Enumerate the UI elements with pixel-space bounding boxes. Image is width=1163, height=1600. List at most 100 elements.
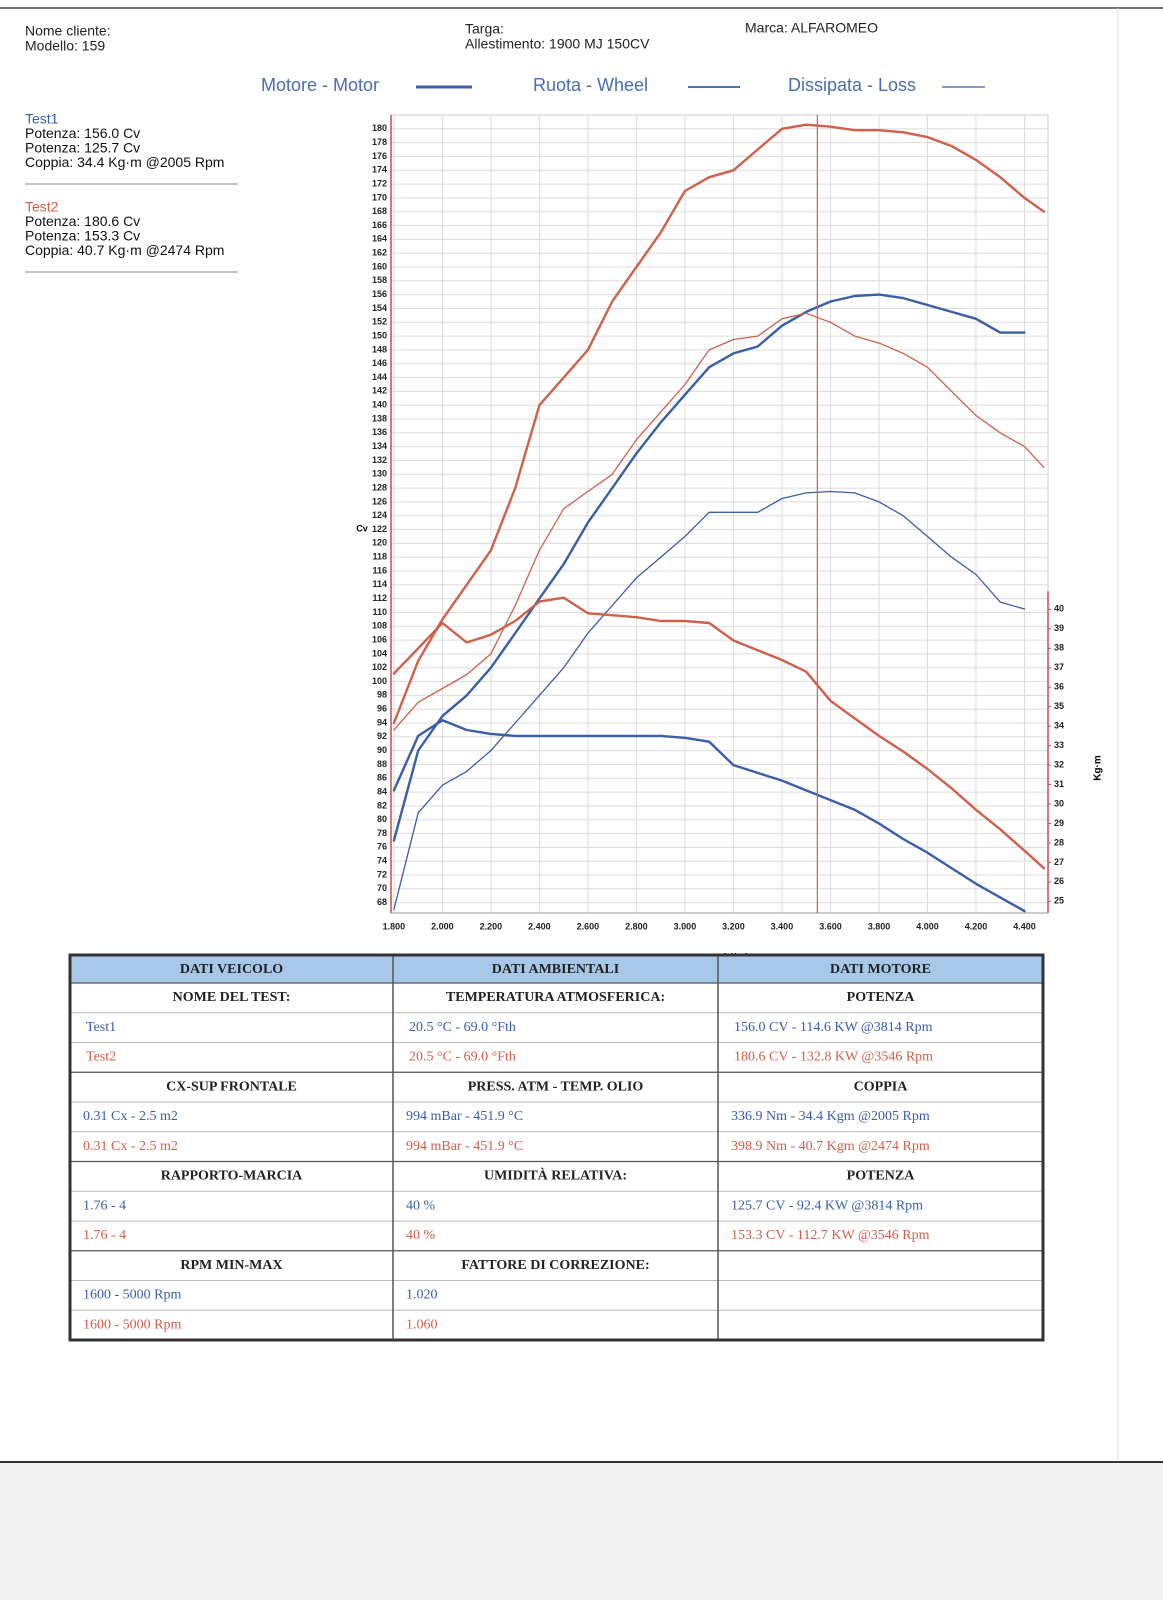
x-tick-label: 4.200 <box>965 921 988 931</box>
y-tick-label: 72 <box>377 869 387 879</box>
x-tick-label: 2.600 <box>577 921 600 931</box>
client-label: Nome cliente: <box>25 23 111 39</box>
curve <box>393 312 1045 731</box>
y2-tick-label: 39 <box>1054 623 1064 633</box>
curve <box>392 293 1026 842</box>
table-cell: 40 % <box>406 1198 436 1213</box>
table-cell: 1.060 <box>406 1317 438 1332</box>
test-summary: Potenza: 125.7 Cv <box>25 140 140 156</box>
y2-tick-label: 29 <box>1054 818 1064 828</box>
y2-tick-label: 26 <box>1054 876 1064 886</box>
x-tick-label: 3.200 <box>722 921 745 931</box>
y-tick-label: 168 <box>372 206 387 216</box>
y-tick-label: 100 <box>372 676 387 686</box>
model: Modello: 159 <box>25 38 105 54</box>
test-summary: Potenza: 180.6 Cv <box>25 213 140 229</box>
test-summary: Coppia: 40.7 Kg·m @2474 Rpm <box>25 242 224 258</box>
curve <box>393 490 1026 911</box>
x-tick-label: 4.400 <box>1013 921 1036 931</box>
y-tick-label: 88 <box>377 759 387 769</box>
table-cell: 398.9 Nm - 40.7 Kgm @2474 Rpm <box>731 1139 930 1154</box>
table-cell: Test1 <box>86 1020 116 1035</box>
y-tick-label: 68 <box>377 897 387 907</box>
y-tick-label: 148 <box>372 344 387 354</box>
y-tick-label: 134 <box>372 441 387 451</box>
y2-tick-label: 33 <box>1054 740 1064 750</box>
y-tick-label: 124 <box>372 510 387 520</box>
section-header: FATTORE DI CORREZIONE: <box>461 1258 649 1273</box>
x-tick-label: 2.000 <box>431 921 454 931</box>
y-tick-label: 122 <box>372 524 387 534</box>
section-header: RAPPORTO-MARCIA <box>161 1169 303 1184</box>
legend-label: Ruota - Wheel <box>533 75 648 95</box>
y-tick-label: 86 <box>377 773 387 783</box>
section-header: TEMPERATURA ATMOSFERICA: <box>446 990 665 1005</box>
y-tick-label: 160 <box>372 261 387 271</box>
y-tick-label: 96 <box>377 704 387 714</box>
y-tick-label: 136 <box>372 427 387 437</box>
x-tick-label: 3.600 <box>819 921 842 931</box>
y-tick-label: 154 <box>372 303 387 313</box>
x-tick-label: 3.000 <box>674 921 697 931</box>
table-cell: 994 mBar - 451.9 °C <box>406 1139 523 1154</box>
y-tick-label: 94 <box>377 717 387 727</box>
y-tick-label: 128 <box>372 482 387 492</box>
table-header: DATI VEICOLO <box>180 962 283 977</box>
y-tick-label: 132 <box>372 455 387 465</box>
y-tick-label: 164 <box>372 234 387 244</box>
y-tick-label: 176 <box>372 151 387 161</box>
table-cell: 156.0 CV - 114.6 KW @3814 Rpm <box>734 1020 933 1035</box>
y-tick-label: 82 <box>377 800 387 810</box>
y-tick-label: 126 <box>372 496 387 506</box>
y-tick-label: 106 <box>372 634 387 644</box>
table-cell: 153.3 CV - 112.7 KW @3546 Rpm <box>731 1228 930 1243</box>
table-cell: 125.7 CV - 92.4 KW @3814 Rpm <box>731 1198 923 1213</box>
table-cell: 20.5 °C - 69.0 °Fth <box>409 1020 516 1035</box>
y2-axis-label: Kg·m <box>1093 755 1104 781</box>
section-header: CX-SUP FRONTALE <box>166 1079 297 1094</box>
y-tick-label: 152 <box>372 317 387 327</box>
section-header: POTENZA <box>847 990 916 1005</box>
y-tick-label: 70 <box>377 883 387 893</box>
y-tick-label: 102 <box>372 662 387 672</box>
y-tick-label: 138 <box>372 413 387 423</box>
y2-tick-label: 34 <box>1054 721 1064 731</box>
test-name: Test1 <box>25 111 59 127</box>
x-tick-label: 3.400 <box>771 921 794 931</box>
y-tick-label: 118 <box>372 552 387 562</box>
table-header: DATI MOTORE <box>830 962 931 977</box>
y2-tick-label: 38 <box>1054 643 1064 653</box>
section-header: COPPIA <box>854 1079 909 1094</box>
section-header: NOME DEL TEST: <box>173 990 291 1005</box>
y-tick-label: 98 <box>377 690 387 700</box>
y-tick-label: 84 <box>377 786 387 796</box>
y-axis-label: Cv <box>356 523 368 533</box>
section-header: POTENZA <box>847 1169 916 1184</box>
table-cell: 1.020 <box>406 1288 438 1303</box>
table-cell: 1.76 - 4 <box>83 1198 126 1213</box>
y2-tick-label: 35 <box>1054 701 1064 711</box>
table-cell: 20.5 °C - 69.0 °Fth <box>409 1050 516 1065</box>
y-tick-label: 78 <box>377 828 387 838</box>
legend-label: Dissipata - Loss <box>788 75 916 95</box>
curve <box>392 596 1046 870</box>
x-tick-label: 1.800 <box>383 921 406 931</box>
test-summary: Coppia: 34.4 Kg·m @2005 Rpm <box>25 154 224 170</box>
y-tick-label: 142 <box>372 386 387 396</box>
x-tick-label: 4.000 <box>916 921 939 931</box>
section-header: RPM MIN-MAX <box>180 1258 282 1273</box>
trim: Allestimento: 1900 MJ 150CV <box>465 36 650 52</box>
data-table: DATI VEICOLO DATI AMBIENTALI DATI MOTORE NO… <box>68 953 1045 1342</box>
y-tick-label: 74 <box>377 856 387 866</box>
y-tick-label: 162 <box>372 248 387 258</box>
table-cell: 1600 - 5000 Rpm <box>83 1317 182 1332</box>
x-tick-label: 2.800 <box>625 921 648 931</box>
y2-tick-label: 31 <box>1054 779 1064 789</box>
y-tick-label: 172 <box>372 178 387 188</box>
legend-label: Motore - Motor <box>261 75 379 95</box>
table-cell: 1.76 - 4 <box>83 1228 126 1243</box>
brand: Marca: ALFAROMEO <box>745 20 878 36</box>
table-header: DATI AMBIENTALI <box>492 962 619 977</box>
y-tick-label: 108 <box>372 621 387 631</box>
